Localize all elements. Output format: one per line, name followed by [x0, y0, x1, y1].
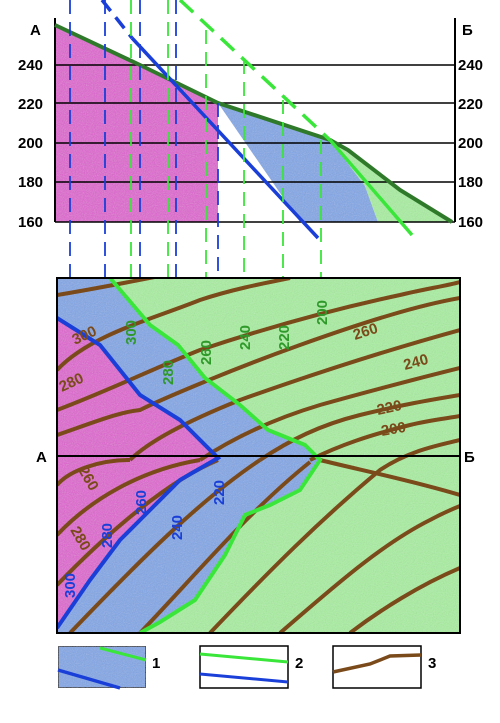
legend-number-2: 2 — [295, 655, 303, 672]
cross-section: А Б 240 220 200 180 160 240 220 200 180 … — [18, 0, 483, 240]
elev-right-160: 160 — [458, 214, 483, 231]
legend-number-3: 3 — [428, 655, 436, 672]
map-pink-outcrop — [57, 318, 218, 633]
elev-right-240: 240 — [458, 57, 483, 74]
green-label-280: 280 — [160, 360, 177, 385]
elev-left-220: 220 — [18, 96, 43, 113]
contour-label-260: 260 — [351, 320, 380, 344]
legend-item-1: 1 — [57, 645, 160, 690]
elev-left-180: 180 — [18, 174, 43, 191]
contour-label-220: 220 — [375, 397, 403, 419]
green-label-260: 260 — [198, 340, 215, 365]
map-contours — [57, 278, 460, 633]
green-label-200: 200 — [314, 300, 331, 325]
blue-label-260: 260 — [133, 490, 150, 515]
blue-label-300: 300 — [62, 573, 79, 598]
legend: 1 2 3 — [57, 645, 436, 690]
elev-left-160: 160 — [18, 214, 43, 231]
section-label-left: А — [30, 22, 41, 39]
contour-label-240: 240 — [402, 351, 431, 374]
legend-number-1: 1 — [152, 655, 160, 672]
legend-item-3: 3 — [332, 645, 436, 689]
green-label-220: 220 — [276, 325, 293, 350]
elev-left-200: 200 — [18, 135, 43, 152]
blue-label-280: 280 — [99, 523, 116, 548]
elev-left-240: 240 — [18, 57, 43, 74]
green-label-240: 240 — [237, 325, 254, 350]
blue-label-240: 240 — [169, 515, 186, 540]
elev-right-200: 200 — [458, 135, 483, 152]
section-blue-contact — [130, 36, 320, 240]
legend-item-2: 2 — [199, 645, 303, 689]
map-label-left: А — [36, 449, 47, 466]
green-label-300: 300 — [123, 320, 140, 345]
map-blue-contact — [57, 316, 222, 630]
contour-label-200: 200 — [380, 419, 408, 440]
geologic-map: А Б 300 280 260 240 220 200 260 280 300 … — [36, 277, 475, 634]
elev-right-180: 180 — [458, 174, 483, 191]
section-green-contact — [178, 0, 332, 142]
elev-right-220: 220 — [458, 96, 483, 113]
section-label-right: Б — [462, 22, 473, 39]
map-label-right: Б — [464, 449, 475, 466]
blue-label-220: 220 — [211, 480, 228, 505]
section-blue-layer — [218, 103, 378, 222]
map-green-contact — [108, 278, 323, 633]
